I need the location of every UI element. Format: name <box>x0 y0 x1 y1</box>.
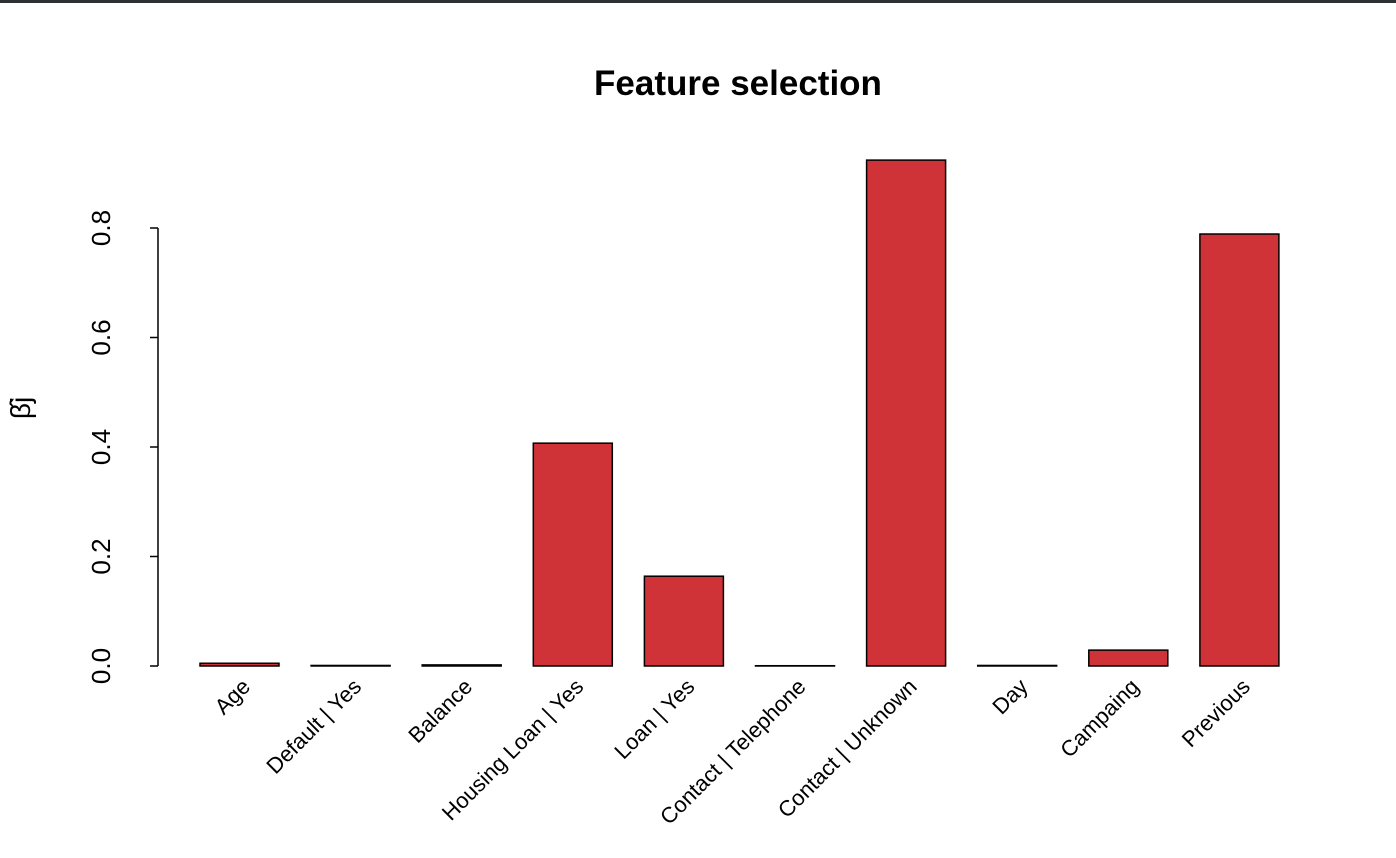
x-tick-label: Campaing <box>1055 674 1144 763</box>
bar <box>1088 649 1169 667</box>
y-tick-label: 0.6 <box>86 319 116 355</box>
bar <box>865 159 947 667</box>
y-axis-label: β̂j <box>5 397 36 419</box>
x-tick-label: Age <box>210 674 255 719</box>
x-tick-label: Day <box>987 674 1032 719</box>
y-tick-label: 0.2 <box>86 538 116 574</box>
chart-title: Feature selection <box>594 64 882 103</box>
bar <box>532 442 614 667</box>
x-tick-label: Balance <box>403 674 477 748</box>
bar <box>643 575 725 667</box>
bar <box>310 664 391 667</box>
y-tick-label: 0.4 <box>86 429 116 465</box>
bar <box>199 662 280 667</box>
bar <box>1199 233 1280 667</box>
x-tick-label: Previous <box>1177 674 1255 752</box>
x-tick-label: Default | Yes <box>261 674 366 779</box>
y-tick-label: 0.0 <box>86 648 116 684</box>
bar <box>976 664 1058 667</box>
y-tick-label: 0.8 <box>86 210 116 246</box>
bar <box>421 664 502 667</box>
top-border <box>0 0 1396 3</box>
x-tick-label: Loan | Yes <box>609 674 699 764</box>
